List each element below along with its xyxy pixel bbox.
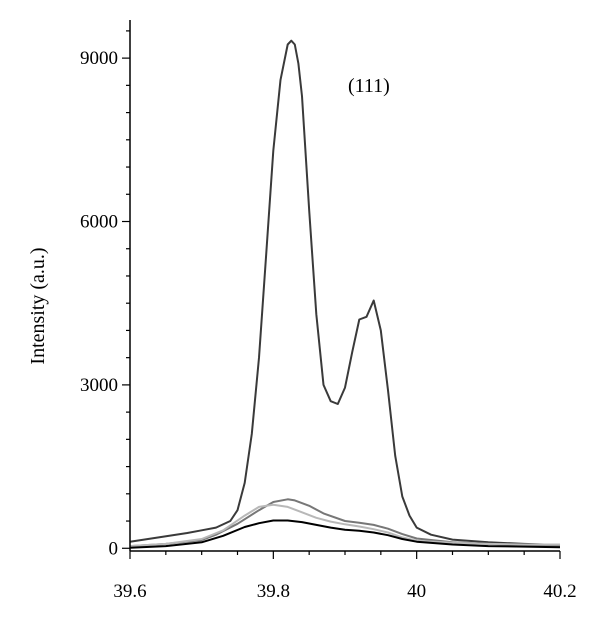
y-tick-label: 6000 <box>80 212 118 233</box>
x-tick-label: 39.6 <box>113 581 146 602</box>
x-tick-label: 40 <box>407 581 426 602</box>
axes: 0 3000 6000 9000 39.6 39.8 40 40.2 <box>80 20 577 602</box>
y-tick-label: 0 <box>109 538 119 559</box>
series-line-4 <box>129 519 561 549</box>
y-axis-title: Intensity (a.u.) <box>27 247 49 364</box>
series-layer <box>129 39 561 549</box>
y-tick-label: 9000 <box>80 48 118 69</box>
peak-annotation: (111) <box>348 75 390 97</box>
x-tick-label: 39.8 <box>257 581 290 602</box>
y-tick-label: 3000 <box>80 375 118 396</box>
series-line-3 <box>129 503 560 548</box>
x-tick-label: 40.2 <box>543 581 576 602</box>
series-line-1 <box>129 39 561 546</box>
